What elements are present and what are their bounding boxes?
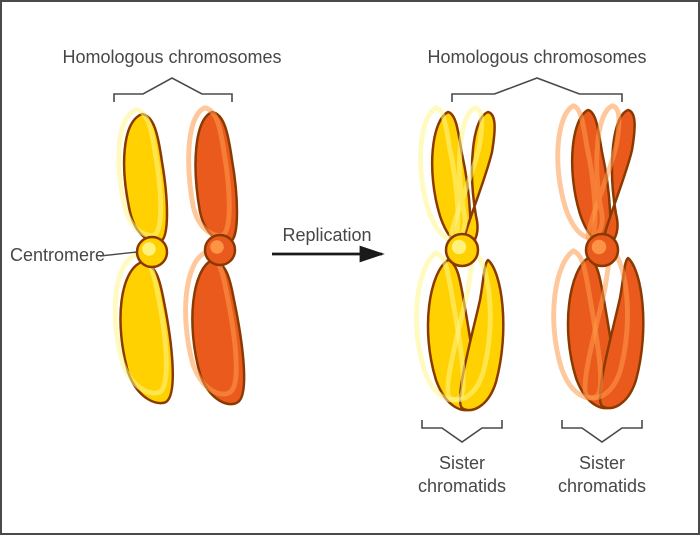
- diagram-stage: Homologous chromosomes Homologous chromo…: [0, 0, 700, 535]
- diagram-svg: [2, 2, 700, 535]
